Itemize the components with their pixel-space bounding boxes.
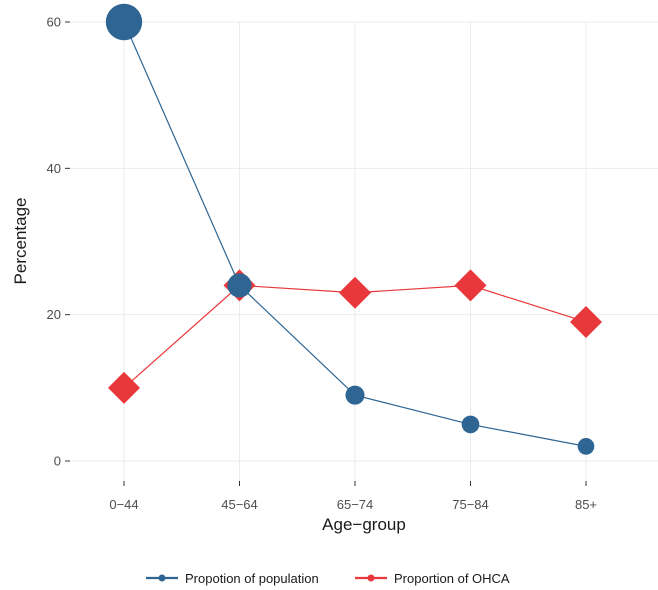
x-tick-label: 0−44	[109, 497, 138, 512]
x-tick-label: 45−64	[221, 497, 258, 512]
legend-marker-population	[158, 574, 166, 582]
gridlines	[70, 21, 658, 481]
plot-area	[105, 3, 602, 455]
population-point	[105, 3, 143, 41]
y-axis-title: Percentage	[11, 198, 30, 285]
ohca-point	[570, 305, 602, 338]
population-point	[227, 273, 252, 298]
legend-label-ohca: Proportion of OHCA	[394, 571, 510, 586]
population-point	[577, 438, 595, 455]
legend-label-population: Propotion of population	[185, 571, 319, 586]
y-tick-label: 0	[54, 454, 61, 469]
y-axis: 0 20 40 60	[47, 15, 70, 469]
ohca-point	[454, 269, 487, 302]
x-tick-label: 85+	[575, 497, 597, 512]
population-point	[461, 415, 480, 434]
legend: Propotion of population Proportion of OH…	[146, 571, 510, 586]
legend-item-ohca: Proportion of OHCA	[355, 571, 510, 586]
x-tick-label: 65−74	[337, 497, 374, 512]
y-tick-label: 60	[47, 15, 61, 30]
legend-marker-ohca	[367, 574, 375, 582]
x-axis-title: Age−group	[322, 515, 406, 534]
legend-item-population: Propotion of population	[146, 571, 319, 586]
x-axis: 0−44 45−64 65−74 75−84 85+	[109, 481, 597, 512]
ohca-point	[339, 276, 371, 309]
y-tick-label: 40	[47, 161, 61, 176]
ohca-point	[108, 371, 140, 404]
y-tick-label: 20	[47, 307, 61, 322]
x-tick-label: 75−84	[452, 497, 489, 512]
population-point	[345, 385, 365, 405]
